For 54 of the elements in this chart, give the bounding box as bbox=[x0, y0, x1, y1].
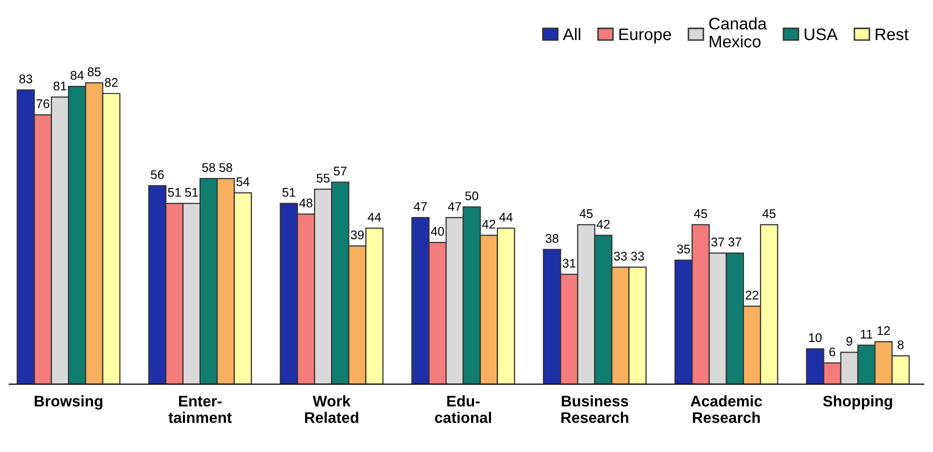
data-label: 11 bbox=[860, 330, 872, 338]
legend-label: Rest bbox=[876, 28, 909, 40]
data-label: 85 bbox=[88, 67, 101, 76]
data-label: 12 bbox=[878, 326, 890, 335]
data-label: 83 bbox=[19, 74, 32, 84]
data-label: 45 bbox=[762, 209, 776, 218]
data-label: 35 bbox=[677, 244, 690, 254]
x-tick-label: Edu- cational bbox=[434, 395, 491, 423]
data-label: 55 bbox=[316, 174, 330, 183]
data-label: 82 bbox=[104, 78, 118, 87]
legend-label: Canada Mexico bbox=[709, 17, 767, 48]
data-label: 38 bbox=[546, 234, 558, 243]
data-label: 45 bbox=[580, 209, 593, 218]
data-label: 51 bbox=[282, 188, 296, 197]
data-label: 42 bbox=[482, 220, 496, 229]
data-label: 6 bbox=[829, 347, 836, 356]
data-label: 42 bbox=[596, 220, 610, 229]
x-tick-label: Browsing bbox=[34, 395, 102, 410]
data-label: 47 bbox=[448, 202, 461, 211]
data-label: 37 bbox=[711, 238, 724, 246]
data-label: 39 bbox=[350, 230, 364, 240]
data-label: 81 bbox=[54, 82, 66, 90]
x-tick-label: Work Related bbox=[305, 395, 358, 423]
data-label: 45 bbox=[694, 209, 708, 218]
data-label: 51 bbox=[168, 188, 181, 197]
data-label: 54 bbox=[236, 177, 250, 186]
data-label: 33 bbox=[631, 252, 644, 261]
legend-label: USA bbox=[804, 28, 838, 40]
data-label: 47 bbox=[414, 202, 427, 211]
data-label: 58 bbox=[219, 163, 232, 172]
legend-label: All bbox=[562, 28, 580, 40]
data-label: 58 bbox=[202, 163, 216, 172]
data-label: 8 bbox=[898, 340, 904, 350]
data-label: 44 bbox=[499, 212, 513, 222]
data-label: 31 bbox=[562, 258, 576, 268]
data-label: 51 bbox=[185, 188, 198, 197]
x-tick-label: Shopping bbox=[823, 395, 892, 410]
data-label: 22 bbox=[746, 290, 758, 300]
data-label: 48 bbox=[299, 198, 312, 208]
data-label: 50 bbox=[465, 191, 478, 200]
x-tick-label: Enter- tainment bbox=[168, 396, 232, 423]
data-label: 9 bbox=[846, 336, 852, 346]
data-label: 84 bbox=[70, 70, 84, 80]
data-label: 40 bbox=[430, 226, 444, 236]
data-label: 56 bbox=[150, 170, 164, 180]
x-tick-label: Business Research bbox=[561, 395, 628, 423]
data-label: 44 bbox=[368, 212, 381, 222]
data-label: 76 bbox=[36, 99, 50, 108]
data-label: 57 bbox=[334, 166, 347, 176]
data-label: 37 bbox=[728, 238, 742, 246]
legend-label: Europe bbox=[619, 28, 672, 44]
data-label: 10 bbox=[809, 333, 822, 342]
data-label: 33 bbox=[614, 252, 627, 261]
x-tick-label: Academic Research bbox=[690, 395, 762, 423]
